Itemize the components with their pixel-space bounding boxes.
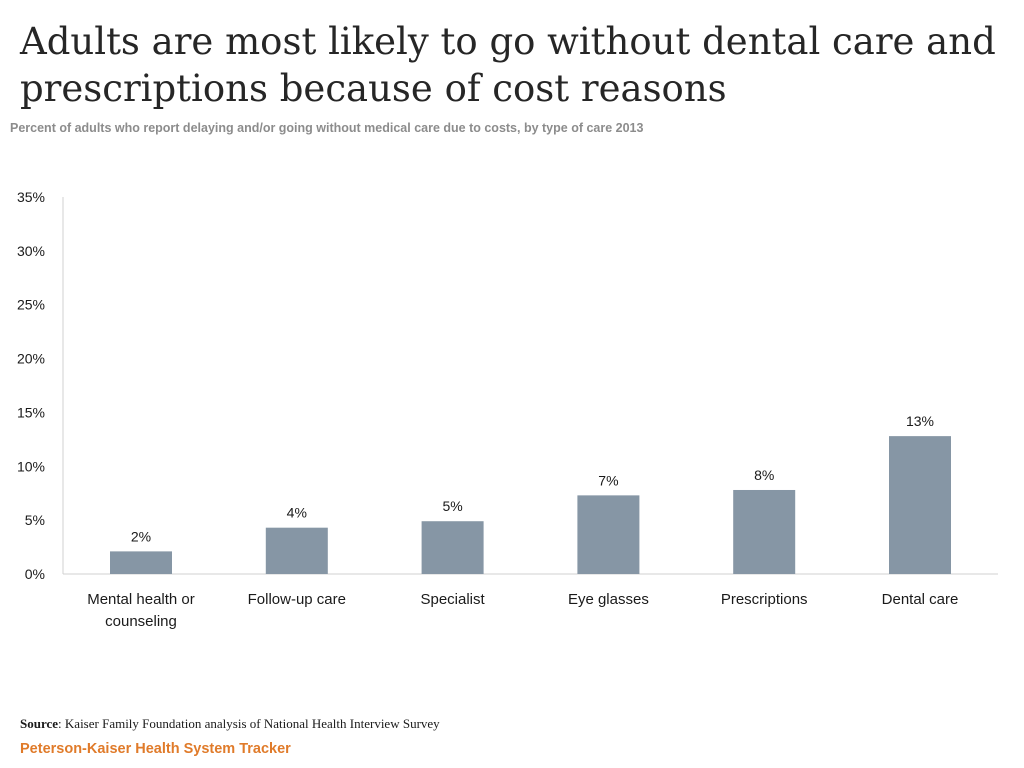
category-label-line: Follow-up care [248, 591, 346, 608]
page-title: Adults are most likely to go without den… [20, 20, 996, 110]
bar-value-label: 7% [598, 472, 618, 488]
category-label: Prescriptions [721, 591, 808, 608]
category-labels: Mental health or counseling Follow-up care… [87, 591, 958, 630]
category-label-line: Mental health or [87, 591, 195, 608]
bar [889, 436, 951, 574]
bar-value-label: 8% [754, 467, 774, 483]
data-labels: 2% 4% 5% 7% 8% 13% [131, 413, 934, 544]
bar-series [110, 436, 951, 574]
bar-value-label: 13% [906, 413, 934, 429]
bar [110, 551, 172, 574]
y-axis: 0% 5% 10% 15% 20% 25% 30% 35% [17, 189, 64, 582]
category-label-line: Eye glasses [568, 591, 649, 608]
brand-footer: Peterson-Kaiser Health System Tracker [20, 741, 291, 757]
source-label: Source [20, 716, 59, 731]
category-label-line: counseling [105, 613, 177, 630]
bar [265, 527, 328, 574]
bar [733, 489, 796, 574]
category-label: Follow-up care [248, 591, 346, 608]
source-text: : Kaiser Family Foundation analysis of N… [58, 716, 440, 731]
y-tick-label: 35% [17, 189, 45, 205]
category-label-line: Prescriptions [721, 591, 808, 608]
y-tick-label: 15% [17, 404, 45, 420]
bar-value-label: 5% [442, 498, 462, 514]
category-label: Eye glasses [568, 591, 649, 608]
y-tick-label: 10% [17, 458, 45, 474]
category-label-line: Specialist [420, 591, 485, 608]
y-tick-label: 5% [25, 512, 45, 528]
bar-chart: 0% 5% 10% 15% 20% 25% 30% 35% 2% 4% 5% 7% 8% 13% Men… [17, 189, 998, 630]
y-tick-label: 20% [17, 351, 45, 367]
bar [577, 495, 640, 574]
y-tick-label: 25% [17, 297, 45, 313]
bar [421, 521, 484, 574]
category-label: Dental care [882, 591, 959, 608]
category-label-line: Dental care [882, 591, 959, 608]
bar-value-label: 4% [287, 505, 307, 521]
y-tick-label: 0% [25, 566, 45, 582]
y-tick-label: 30% [17, 243, 45, 259]
category-label: Mental health or counseling [87, 591, 195, 630]
chart-subtitle: Percent of adults who report delaying an… [10, 121, 644, 135]
category-label: Specialist [420, 591, 485, 608]
source-note: Source: Kaiser Family Foundation analysi… [20, 716, 440, 732]
bar-value-label: 2% [131, 528, 151, 544]
